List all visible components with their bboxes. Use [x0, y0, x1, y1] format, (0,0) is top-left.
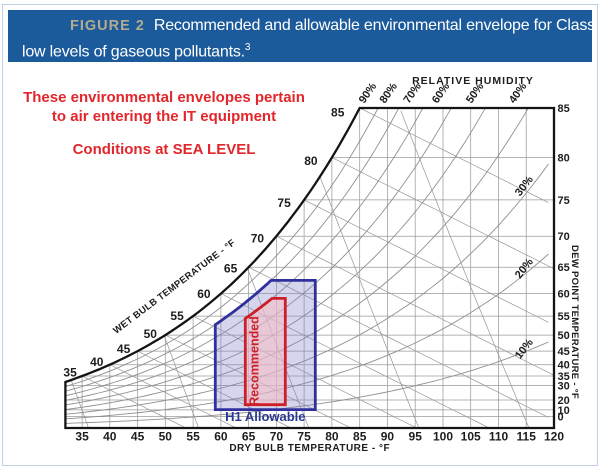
figure-title-line2: low levels of gaseous pollutants.3: [22, 42, 251, 61]
svg-text:70: 70: [251, 231, 265, 245]
envelope-note: These environmental envelopes pertain to…: [18, 88, 310, 159]
svg-text:60: 60: [197, 287, 211, 301]
svg-text:70: 70: [558, 231, 570, 243]
svg-text:70: 70: [270, 430, 284, 444]
svg-text:90%: 90%: [357, 81, 380, 106]
svg-text:35: 35: [75, 430, 89, 444]
svg-text:80: 80: [325, 430, 339, 444]
svg-text:80%: 80%: [378, 81, 401, 106]
svg-text:110: 110: [489, 430, 509, 444]
note-line2: to air entering the IT equipment: [51, 108, 277, 125]
svg-text:0: 0: [558, 412, 564, 424]
svg-text:75: 75: [277, 196, 291, 210]
svg-text:65: 65: [242, 430, 256, 444]
svg-text:30: 30: [558, 381, 570, 393]
svg-text:40: 40: [90, 355, 104, 369]
svg-text:75: 75: [558, 195, 570, 207]
svg-text:45: 45: [117, 342, 131, 356]
svg-text:85: 85: [558, 103, 570, 115]
svg-text:80: 80: [304, 154, 318, 168]
svg-text:95: 95: [409, 430, 423, 444]
svg-text:DRY BULB TEMPERATURE - °F: DRY BULB TEMPERATURE - °F: [229, 443, 390, 454]
svg-text:65: 65: [224, 262, 238, 276]
svg-text:35: 35: [558, 371, 570, 383]
svg-text:105: 105: [461, 430, 481, 444]
svg-text:90: 90: [381, 430, 395, 444]
sea-level-note: Conditions at SEA LEVEL: [72, 141, 256, 158]
svg-text:50: 50: [144, 327, 158, 341]
svg-text:55: 55: [186, 430, 200, 444]
figure-title-line1: FIGURE 2 Recommended and allowable enviro…: [8, 10, 600, 37]
svg-text:115: 115: [517, 430, 537, 444]
svg-text:40: 40: [558, 360, 570, 372]
svg-text:50: 50: [159, 430, 173, 444]
svg-text:60: 60: [214, 430, 228, 444]
svg-text:50: 50: [558, 330, 570, 342]
figure-header: FIGURE 2 Recommended and allowable enviro…: [8, 10, 600, 62]
svg-text:45: 45: [131, 430, 145, 444]
svg-text:55: 55: [170, 309, 184, 323]
footnote-superscript: 3: [244, 42, 251, 53]
figure-title-text: Recommended and allowable environmental …: [153, 17, 600, 34]
svg-text:120: 120: [544, 430, 564, 444]
svg-text:35: 35: [63, 366, 77, 380]
svg-text:45: 45: [558, 346, 570, 358]
svg-text:85: 85: [353, 430, 367, 444]
grid-lines: [65, 108, 555, 428]
svg-text:20: 20: [558, 395, 570, 407]
h1-allowable-label: H1 Allowable: [225, 409, 305, 424]
svg-text:RELATIVE HUMIDITY: RELATIVE HUMIDITY: [412, 75, 534, 87]
svg-text:40: 40: [103, 430, 117, 444]
svg-text:75: 75: [297, 430, 311, 444]
chart-border: [64, 106, 556, 430]
svg-text:85: 85: [331, 106, 345, 120]
svg-text:55: 55: [558, 311, 570, 323]
svg-text:60: 60: [558, 289, 570, 301]
svg-text:DEW POINT TEMPERATURE - °F: DEW POINT TEMPERATURE - °F: [569, 245, 580, 399]
svg-text:80: 80: [558, 153, 570, 165]
recommended-label: Recommended: [247, 316, 261, 406]
envelope-recommended: [243, 297, 287, 407]
svg-text:100: 100: [433, 430, 453, 444]
figure-label: FIGURE 2: [70, 18, 145, 34]
svg-text:10: 10: [558, 405, 570, 417]
svg-text:65: 65: [558, 262, 570, 274]
note-line1: These environmental envelopes pertain: [23, 89, 305, 106]
